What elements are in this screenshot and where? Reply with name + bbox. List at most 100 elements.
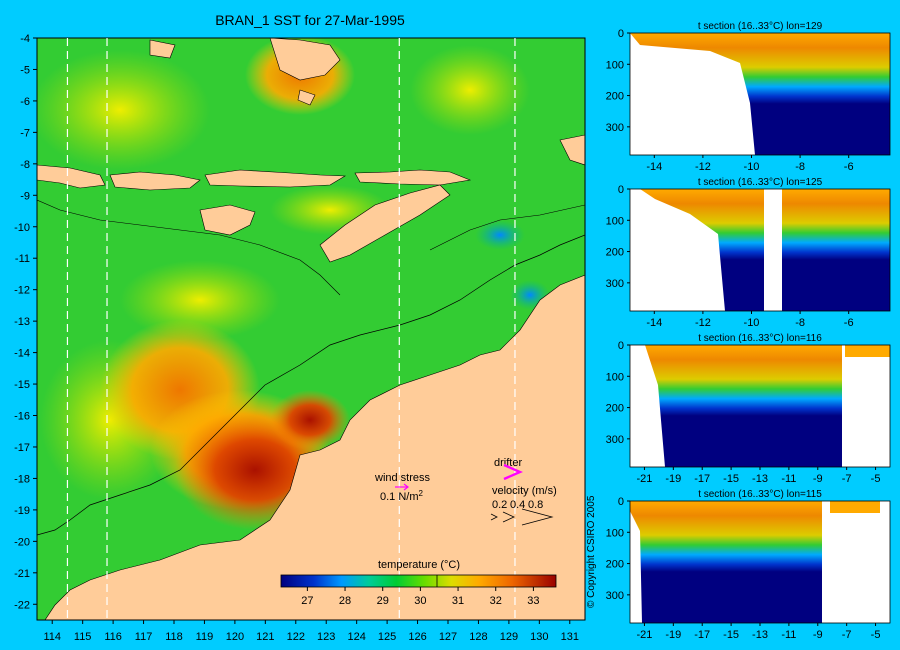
lat-tick-label: -15 (723, 473, 739, 485)
depth-tick-label: 300 (606, 278, 624, 290)
lat-tick-label: -7 (842, 629, 852, 641)
lon-tick-label: 124 (347, 631, 365, 643)
lon-tick-label: 122 (287, 631, 305, 643)
depth-tick-label: 100 (606, 59, 624, 71)
depth-tick-label: 100 (606, 371, 624, 383)
section-title: t section (16..33°C) lon=129 (698, 21, 823, 32)
lon-tick-label: 114 (43, 631, 61, 643)
lon-tick-label: 118 (165, 631, 183, 643)
depth-tick-label: 100 (606, 215, 624, 227)
lon-tick-label: 125 (378, 631, 396, 643)
velocity-value-1: 0.2 (492, 499, 507, 511)
lat-tick-label: -14 (646, 317, 662, 329)
depth-tick-label: 200 (606, 247, 624, 259)
lat-tick-label: -4 (20, 33, 30, 45)
temperature-section (645, 345, 842, 467)
lat-tick-label: -15 (723, 629, 739, 641)
section-title: t section (16..33°C) lon=125 (698, 177, 823, 188)
colorbar-tick-label: 28 (339, 595, 351, 607)
lon-tick-label: 127 (439, 631, 457, 643)
lat-tick-label: -16 (14, 411, 30, 423)
lat-tick-label: -19 (14, 505, 30, 517)
velocity-value-3: 0.8 (528, 499, 543, 511)
lon-tick-label: 130 (530, 631, 548, 643)
lat-tick-label: -8 (20, 159, 30, 171)
lat-tick-label: -6 (20, 96, 30, 108)
lat-tick-label: -19 (665, 473, 681, 485)
lat-tick-label: -15 (14, 379, 30, 391)
australia-landmass (44, 274, 585, 620)
lat-tick-label: -19 (665, 629, 681, 641)
lat-tick-label: -11 (781, 473, 796, 485)
lat-tick-label: -8 (795, 317, 805, 329)
depth-tick-label: 200 (606, 91, 624, 103)
lat-tick-label: -20 (14, 536, 30, 548)
lat-tick-label: -5 (871, 629, 881, 641)
colorbar-tick-label: 30 (414, 595, 426, 607)
section-lines (66, 38, 516, 620)
velocity-value-2: 0.4 (510, 499, 525, 511)
map-legend: wind stress 0.1 N/m2 drifter velocity (m… (280, 457, 557, 607)
lat-tick-label: -18 (14, 473, 30, 485)
depth-tick-label: 100 (606, 527, 624, 539)
lon-tick-label: 119 (196, 631, 214, 643)
velocity-arrows (490, 508, 554, 526)
sst-map: 114 115 116 117 118 119 120 121 122 123 124 125 126 1… (14, 33, 586, 643)
lat-tick-label: -12 (695, 161, 711, 173)
lat-tick-label: -5 (871, 473, 881, 485)
colorbar-tick-label: 32 (490, 595, 502, 607)
lat-tick-label: -9 (813, 629, 823, 641)
depth-tick-label: 300 (606, 590, 624, 602)
lon-tick-label: 117 (135, 631, 153, 643)
lon-tick-label: 115 (74, 631, 92, 643)
lat-tick-label: -13 (752, 473, 768, 485)
depth-tick-label: 0 (618, 28, 624, 40)
lat-tick-label: -17 (14, 442, 30, 454)
lat-tick-label: -22 (14, 599, 30, 611)
lat-tick-label: -17 (694, 629, 710, 641)
map-axes: 114 115 116 117 118 119 120 121 122 123 124 125 126 1… (14, 33, 579, 643)
lat-tick-label: -12 (14, 285, 30, 297)
lat-tick-label: -7 (842, 473, 852, 485)
lat-tick-label: -10 (14, 222, 30, 234)
velocity-label: velocity (m/s) (492, 485, 557, 497)
temperature-section (630, 33, 890, 155)
lat-tick-label: -7 (20, 127, 30, 139)
page-title: BRAN_1 SST for 27-Mar-1995 (215, 12, 405, 28)
lon-tick-label: 129 (500, 631, 518, 643)
colorbar-tick-label: 29 (377, 595, 389, 607)
depth-tick-label: 0 (618, 496, 624, 508)
depth-tick-label: 300 (606, 434, 624, 446)
colorbar (280, 574, 557, 588)
lat-tick-label: -11 (781, 629, 796, 641)
lat-tick-label: -21 (636, 629, 652, 641)
land-masses (37, 38, 585, 620)
depth-tick-label: 200 (606, 403, 624, 415)
colorbar-tick-label: 33 (527, 595, 539, 607)
lon-tick-label: 128 (469, 631, 487, 643)
colorbar-ticks: 27 28 29 30 31 32 33 (301, 587, 540, 607)
lat-tick-label: -10 (744, 161, 760, 173)
depth-tick-label: 0 (618, 340, 624, 352)
depth-tick-label: 200 (606, 559, 624, 571)
lat-tick-label: -9 (20, 190, 30, 202)
lat-tick-label: -6 (844, 161, 854, 173)
section-panel-0: t section (16..33°C) lon=129 0 100 200 300 -1… (606, 21, 891, 173)
lat-tick-label: -8 (795, 161, 805, 173)
depth-tick-label: 0 (618, 184, 624, 196)
copyright-text: © Copyright CSIRO 2005 (586, 495, 597, 608)
section-panel-3: t section (16..33°C) lon=115 0 100 200 300 -2… (606, 489, 891, 641)
colorbar-tick-label: 31 (452, 595, 464, 607)
lon-tick-label: 120 (226, 631, 244, 643)
lon-tick-label: 126 (408, 631, 426, 643)
lat-tick-label: -14 (14, 348, 30, 360)
lat-tick-label: -11 (15, 253, 30, 265)
lon-tick-label: 123 (317, 631, 335, 643)
lat-tick-label: -21 (636, 473, 652, 485)
lon-tick-label: 131 (561, 631, 579, 643)
lat-tick-label: -9 (813, 473, 823, 485)
lon-tick-label: 116 (104, 631, 122, 643)
colorbar-label: temperature (°C) (378, 559, 460, 571)
wind-stress-value: 0.1 N/m2 (380, 489, 424, 503)
